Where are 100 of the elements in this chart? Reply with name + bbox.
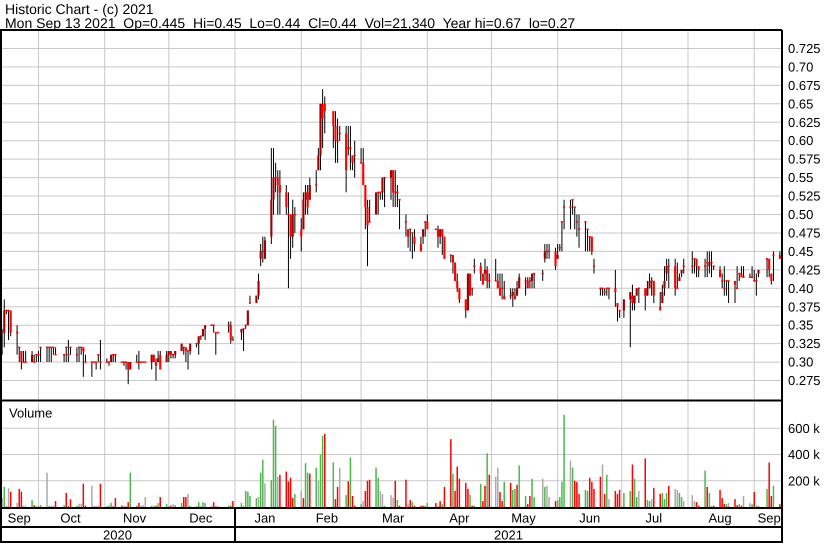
y-tick-label: 0.625 bbox=[788, 114, 821, 130]
candlestick bbox=[420, 236, 422, 252]
candlestick bbox=[569, 199, 572, 230]
y-tick-label: 0.60 bbox=[788, 133, 814, 148]
candlestick bbox=[306, 184, 309, 215]
candlestick bbox=[659, 291, 662, 311]
candlestick bbox=[198, 336, 200, 356]
y-tick-label: 0.50 bbox=[788, 207, 814, 222]
candlestick bbox=[644, 288, 646, 311]
candlestick bbox=[622, 298, 625, 318]
y-tick-label: 0.55 bbox=[788, 170, 814, 186]
candlestick bbox=[7, 310, 10, 340]
candlestick bbox=[728, 280, 730, 304]
candlestick bbox=[652, 280, 655, 304]
candlestick bbox=[50, 346, 52, 363]
candlestick bbox=[404, 214, 408, 238]
candlestick bbox=[548, 244, 550, 260]
candlestick bbox=[392, 170, 394, 208]
x-tick-label: Feb bbox=[316, 510, 338, 526]
candlestick bbox=[186, 350, 190, 370]
candlestick bbox=[334, 110, 337, 164]
y-tick-label: 600 k bbox=[788, 420, 820, 436]
candlestick bbox=[668, 258, 670, 289]
candlestick bbox=[257, 273, 260, 300]
candlestick bbox=[723, 266, 726, 296]
chart-title: Historic Chart - (c) 2021 bbox=[5, 1, 154, 17]
candlestick bbox=[67, 339, 70, 363]
y-tick-label: 0.375 bbox=[788, 299, 821, 314]
y-tick-label: 0.65 bbox=[788, 96, 814, 112]
candlestick bbox=[544, 244, 546, 263]
candlestick bbox=[528, 276, 531, 289]
y-tick-label: 0.575 bbox=[788, 152, 821, 167]
x-tick-label: Sep bbox=[8, 510, 31, 526]
candlestick bbox=[501, 273, 504, 300]
chart-title: Volume bbox=[9, 406, 52, 420]
y-tick-label: 0.45 bbox=[788, 244, 814, 259]
candlestick bbox=[127, 362, 130, 385]
candlestick bbox=[441, 228, 444, 256]
candlestick bbox=[90, 361, 93, 378]
x-tick-label: Mar bbox=[382, 510, 405, 526]
y-tick-label: 0.725 bbox=[788, 40, 821, 56]
candlestick bbox=[230, 321, 232, 344]
candlestick bbox=[394, 170, 396, 208]
candlestick bbox=[99, 339, 102, 370]
candlestick bbox=[682, 258, 685, 274]
candlestick bbox=[533, 272, 536, 289]
x-tick-label: Jan bbox=[254, 510, 276, 526]
candlestick bbox=[464, 298, 467, 318]
candlestick bbox=[473, 258, 476, 274]
candlestick bbox=[755, 273, 758, 296]
x-tick-label: Jul bbox=[645, 510, 662, 526]
candlestick bbox=[377, 192, 380, 215]
candlestick bbox=[518, 273, 520, 289]
y-tick-label: 200 k bbox=[788, 473, 820, 488]
y-tick-label: 0.70 bbox=[788, 59, 814, 74]
candlestick bbox=[278, 170, 281, 215]
y-tick-label: 0.525 bbox=[788, 188, 821, 204]
candlestick bbox=[772, 250, 775, 282]
candlestick bbox=[691, 250, 694, 274]
y-tick-label: 0.475 bbox=[788, 225, 821, 240]
candlestick bbox=[443, 236, 446, 260]
candlestick bbox=[524, 276, 527, 296]
x-tick-label: Dec bbox=[189, 510, 213, 526]
candlestick bbox=[159, 350, 162, 370]
candlestick bbox=[530, 273, 534, 289]
candlestick bbox=[322, 88, 324, 149]
candlestick bbox=[706, 250, 708, 278]
candlestick bbox=[674, 258, 676, 296]
candlestick bbox=[262, 236, 264, 263]
candlestick bbox=[37, 350, 40, 363]
x-tick-label: Aug bbox=[708, 510, 732, 526]
y-tick-label: 400 k bbox=[788, 447, 820, 462]
candlestick bbox=[24, 350, 27, 363]
candlestick bbox=[768, 258, 770, 278]
y-tick-label: 0.425 bbox=[788, 262, 821, 278]
x-tick-label: May bbox=[511, 510, 536, 526]
x-tick-label: Sep bbox=[758, 510, 781, 526]
y-tick-label: 0.40 bbox=[788, 280, 814, 296]
candlestick bbox=[468, 273, 472, 296]
text: 2021 bbox=[494, 528, 523, 542]
candlestick bbox=[590, 236, 593, 256]
candlestick bbox=[154, 358, 158, 382]
candlestick bbox=[751, 266, 754, 278]
y-tick-label: 0.35 bbox=[788, 318, 814, 333]
candlestick bbox=[578, 214, 580, 248]
candlestick bbox=[30, 350, 34, 363]
candlestick bbox=[584, 221, 586, 252]
candlestick bbox=[608, 288, 610, 300]
candlestick bbox=[362, 148, 364, 186]
candlestick bbox=[650, 276, 653, 296]
candlestick bbox=[480, 262, 482, 282]
x-tick-label: Jun bbox=[579, 510, 600, 526]
candlestick bbox=[411, 232, 414, 260]
candlestick bbox=[698, 266, 700, 278]
candlestick bbox=[618, 310, 621, 318]
candlestick bbox=[242, 328, 245, 352]
candlestick bbox=[546, 244, 548, 260]
y-tick-label: 0.675 bbox=[788, 78, 821, 93]
candlestick bbox=[248, 295, 252, 304]
candlestick bbox=[40, 346, 42, 363]
